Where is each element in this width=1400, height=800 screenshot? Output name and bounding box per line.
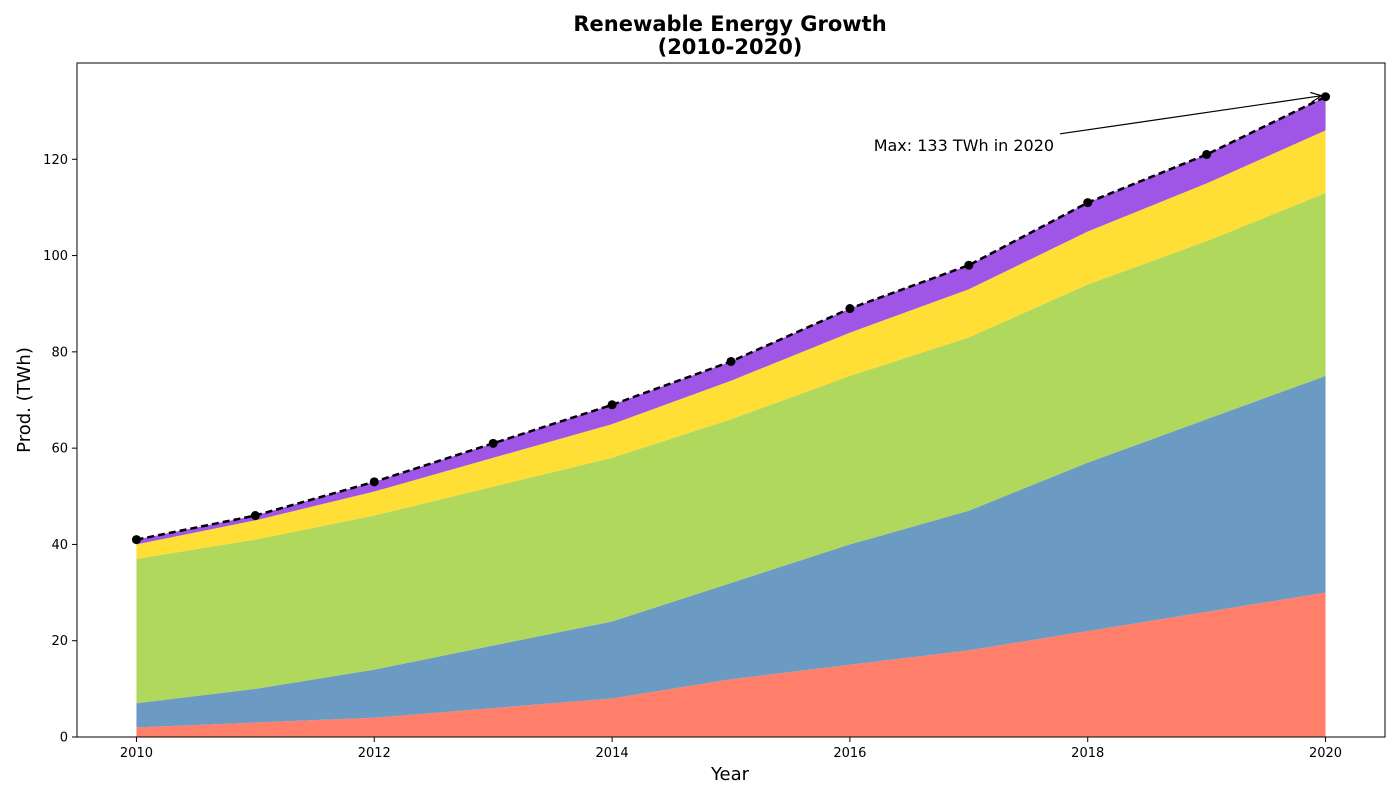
plot-frame <box>76 62 1386 738</box>
total-point-2017 <box>964 260 974 270</box>
total-point-2012 <box>369 477 379 487</box>
x-axis-ticks: 2010 2012 2014 2016 2018 2020 <box>120 737 1342 761</box>
y-tick-label: 120 <box>43 153 68 168</box>
y-tick-label: 0 <box>60 731 68 746</box>
total-point-2014 <box>607 400 617 410</box>
x-tick-label: 2010 <box>120 746 153 761</box>
total-point-2016 <box>845 304 855 314</box>
area-series-3 <box>136 192 1326 704</box>
area-series-2 <box>136 375 1326 728</box>
total-point-2018 <box>1083 198 1093 208</box>
annotation-layer: Max: 133 TWh in 2020 <box>874 96 1322 155</box>
total-point-2010 <box>131 535 141 545</box>
y-axis-label: Prod. (TWh) <box>14 347 35 453</box>
x-tick-label: 2016 <box>833 746 866 761</box>
areas-layer <box>136 96 1326 737</box>
annotation-text: Max: 133 TWh in 2020 <box>874 136 1054 155</box>
y-tick-label: 100 <box>43 249 68 264</box>
y-tick-label: 20 <box>51 634 68 649</box>
y-axis-ticks: 0 20 40 60 80 100 120 <box>43 153 77 746</box>
x-axis-label: Year <box>710 764 750 785</box>
chart-subtitle: (2010-2020) <box>658 35 803 59</box>
x-tick-label: 2014 <box>596 746 629 761</box>
chart-title: Renewable Energy Growth <box>573 12 886 36</box>
total-point-2020 <box>1321 92 1331 102</box>
y-tick-label: 60 <box>51 442 68 457</box>
annotation-arrow <box>1059 96 1321 135</box>
y-tick-label: 40 <box>51 538 68 553</box>
x-tick-label: 2012 <box>358 746 391 761</box>
y-tick-label: 80 <box>51 345 68 360</box>
total-point-2019 <box>1202 149 1212 159</box>
total-line-layer <box>131 92 1331 545</box>
x-tick-label: 2018 <box>1071 746 1104 761</box>
total-point-2013 <box>488 438 498 448</box>
total-point-2015 <box>726 356 736 366</box>
x-tick-label: 2020 <box>1309 746 1342 761</box>
area-series-1 <box>136 592 1326 737</box>
total-point-2011 <box>250 511 260 521</box>
